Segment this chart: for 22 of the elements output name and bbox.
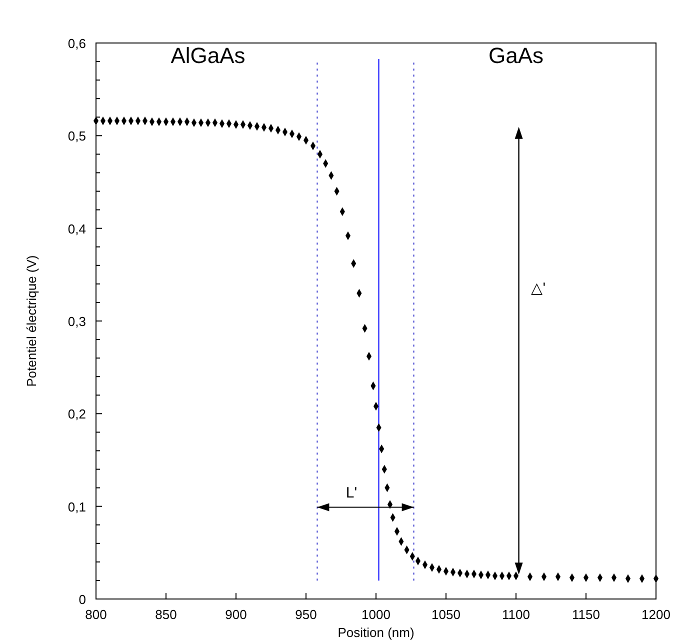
annotation: GaAs: [488, 43, 544, 68]
y-tick-label: 0,4: [68, 221, 86, 236]
y-tick-label: 0: [78, 592, 86, 607]
x-axis-title: Position (nm): [338, 625, 414, 640]
x-tick-label: 850: [155, 607, 177, 622]
x-tick-label: 1200: [642, 607, 670, 622]
y-tick-label: 0,3: [68, 314, 86, 329]
x-tick-label: 950: [295, 607, 317, 622]
annotation: △': [530, 280, 546, 298]
x-tick-label: 1000: [362, 607, 390, 622]
annotation: AlGaAs: [170, 43, 246, 68]
y-tick-label: 0,5: [68, 128, 86, 144]
x-tick-label: 1150: [572, 607, 600, 622]
y-axis-title: Potentiel électrique (V): [24, 255, 39, 387]
x-tick-label: 900: [225, 607, 247, 622]
annotation: L': [346, 484, 358, 502]
y-tick-label: 0,2: [68, 406, 86, 422]
x-tick-label: 1050: [432, 607, 460, 622]
y-tick-label: 0,6: [68, 36, 86, 51]
y-tick-label: 0,1: [68, 499, 86, 514]
x-tick-label: 800: [85, 607, 107, 622]
x-tick-label: 1100: [502, 607, 530, 622]
